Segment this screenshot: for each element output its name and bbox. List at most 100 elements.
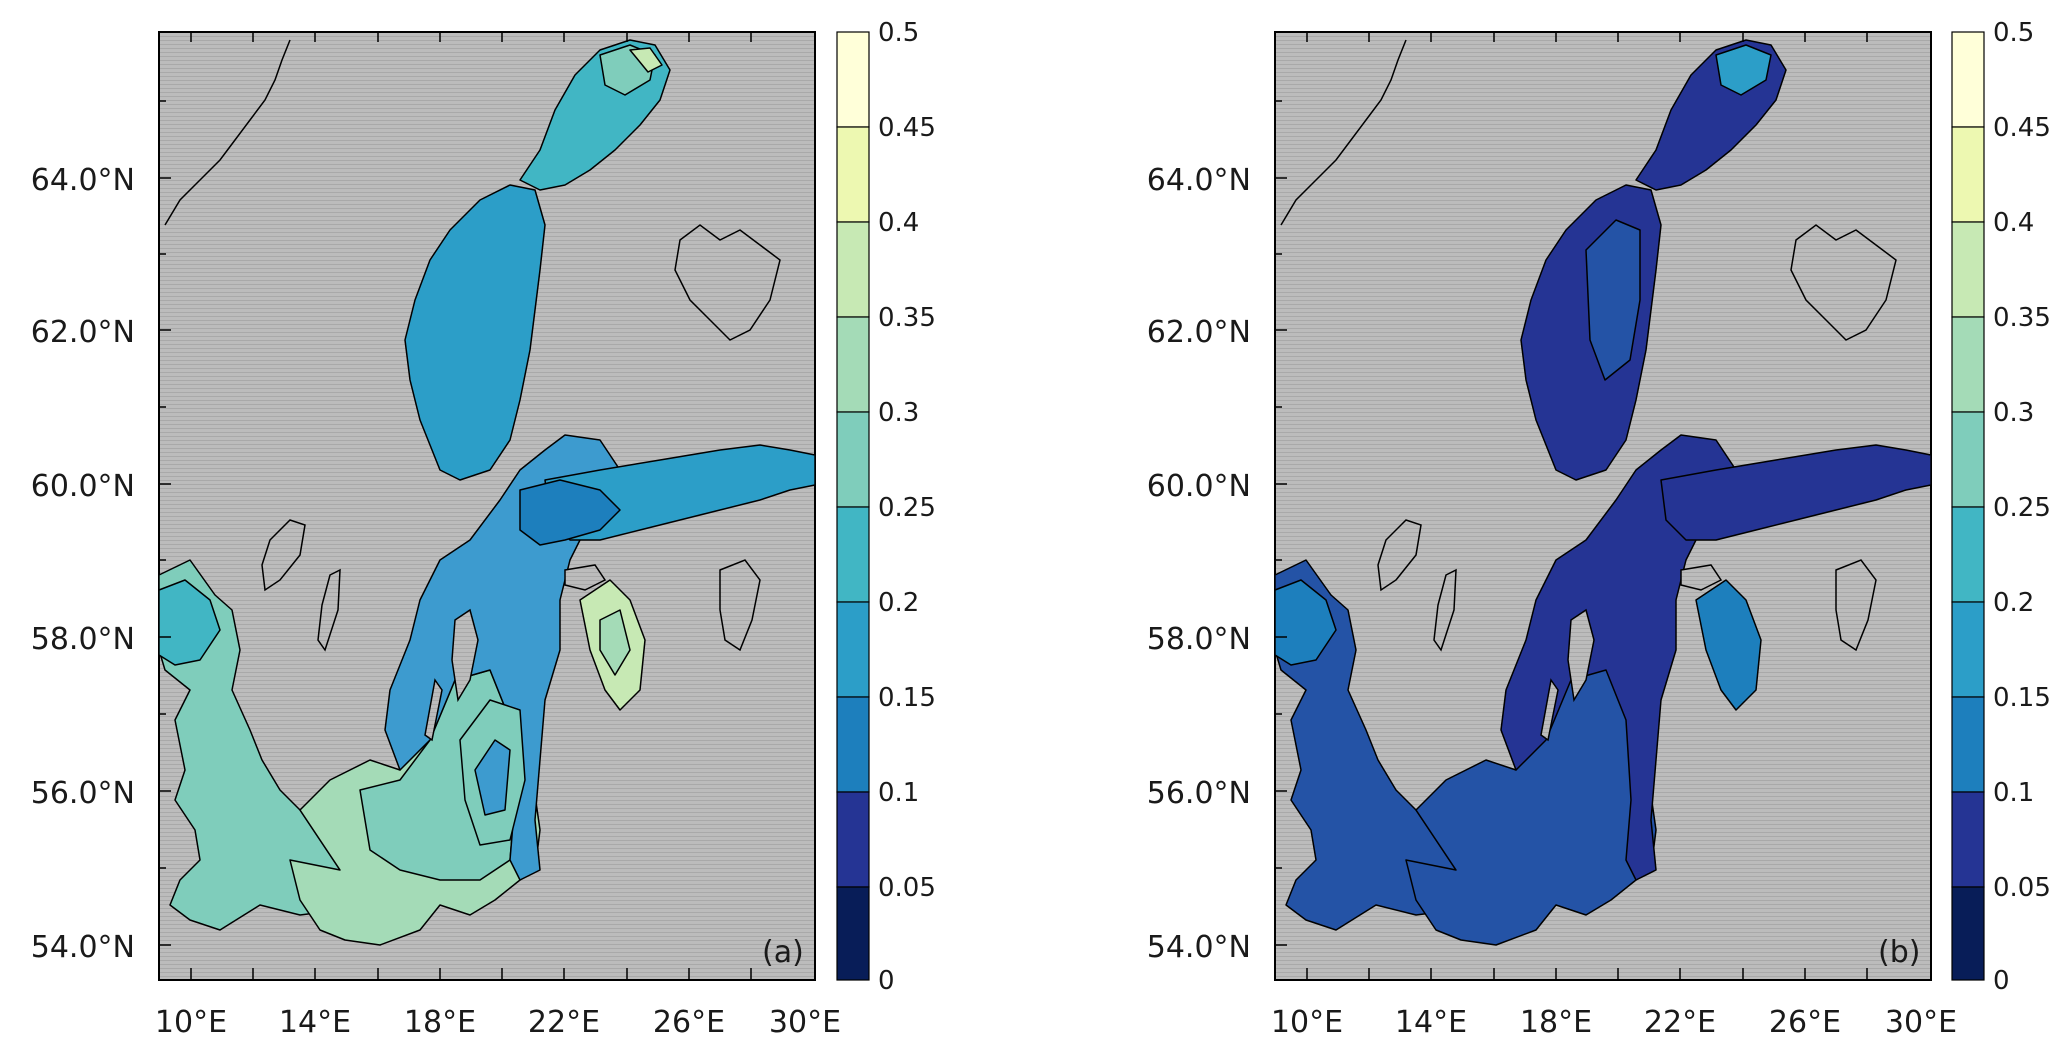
colorbar-b-seg-9	[1951, 886, 1985, 981]
lake-ladoga-b	[1835, 559, 1877, 652]
panel-b: 64.0°N 62.0°N 60.0°N 58.0°N 56.0°N 54.0°…	[1147, 31, 1957, 1040]
bothnian-sea-a	[404, 184, 546, 481]
gotland-island-b	[1567, 608, 1595, 703]
colorbar-b-label-2: 0.4	[1993, 208, 2034, 238]
y-tick-label-b-1: 62.0°N	[1147, 315, 1251, 350]
y-axis-a: 64.0°N 62.0°N 60.0°N 58.0°N 56.0°N 54.0°…	[31, 100, 171, 965]
colorbar-b-seg-2	[1951, 221, 1985, 318]
colorbar-b-segments	[1951, 31, 1985, 981]
colorbar-b-label-7: 0.15	[1993, 683, 2051, 713]
gotland-deep-inner-a	[474, 739, 511, 816]
coastline-details-a	[164, 39, 781, 742]
lake-ladoga-a	[719, 559, 761, 652]
colorbar-a-seg-0	[836, 31, 870, 128]
sea-area-b	[1274, 39, 1932, 946]
x-tick-label-b-0: 10°E	[1271, 1005, 1343, 1040]
gotland-island-a	[451, 608, 479, 703]
saaremaa-island-a	[564, 564, 607, 591]
lake-vanern-a	[261, 519, 306, 592]
norway-coast-b	[1280, 39, 1407, 226]
y-tick-label-b-4: 56.0°N	[1147, 776, 1251, 811]
y-tick-label-b-3: 58.0°N	[1147, 622, 1251, 657]
panel-label-a: (a)	[762, 935, 804, 970]
bothnian-bay-lightest-a	[629, 47, 663, 73]
colorbar-b-label-3: 0.35	[1993, 303, 2051, 333]
colorbar-a-segments	[836, 31, 870, 981]
coastline-details-b	[1280, 39, 1897, 742]
colorbar-b-seg-3	[1951, 316, 1985, 413]
colorbar-a-label-7: 0.15	[878, 683, 936, 713]
kattegat-region-a	[158, 559, 361, 931]
y-tick-label-a-4: 56.0°N	[31, 776, 135, 811]
y-tick-label-b-0: 64.0°N	[1147, 163, 1251, 198]
y-tick-label-a-1: 62.0°N	[31, 315, 135, 350]
colorbar-a-label-5: 0.25	[878, 493, 936, 523]
y-tick-label-a-2: 60.0°N	[31, 469, 135, 504]
panel-a: 64.0°N 62.0°N 60.0°N 58.0°N 56.0°N 54.0°…	[31, 31, 841, 1040]
bothnian-bay-light-b	[1715, 44, 1772, 96]
x-axis-b: 10°E 14°E 18°E 22°E 26°E 30°E	[1271, 32, 1957, 1040]
colorbar-b-seg-7	[1951, 696, 1985, 793]
colorbar-b-seg-1	[1951, 126, 1985, 223]
colorbar-a-seg-4	[836, 411, 870, 508]
oland-island-a	[424, 678, 443, 742]
colorbar-a-label-6: 0.2	[878, 588, 919, 618]
colorbar-a: 0.5 0.45 0.4 0.35 0.3 0.25 0.2 0.15 0.1 …	[836, 18, 936, 996]
bothnian-sea-core-b	[1585, 219, 1641, 381]
gulf-of-riga-inner-a	[599, 609, 631, 676]
kattegat-region-b	[1274, 559, 1477, 931]
colorbar-b-seg-6	[1951, 601, 1985, 698]
oland-island-b	[1540, 678, 1559, 742]
colorbar-a-seg-6	[836, 601, 870, 698]
colorbar-a-label-4: 0.3	[878, 398, 919, 428]
lake-vanern-b	[1377, 519, 1422, 592]
colorbar-a-label-2: 0.4	[878, 208, 919, 238]
x-tick-label-a-4: 26°E	[653, 1005, 725, 1040]
gulf-of-riga-b	[1695, 579, 1762, 711]
sea-area-a	[158, 39, 816, 946]
finland-lakes-b	[1790, 224, 1897, 341]
gulf-of-finland-b	[1660, 444, 1932, 541]
skagerrak-core-a	[158, 579, 221, 666]
colorbar-b-seg-5	[1951, 506, 1985, 603]
panel-label-b: (b)	[1878, 935, 1920, 970]
colorbar-a-label-1: 0.45	[878, 113, 936, 143]
colorbar-b-label-5: 0.25	[1993, 493, 2051, 523]
colorbar-a-seg-9	[836, 886, 870, 981]
x-tick-label-a-3: 22°E	[528, 1005, 600, 1040]
x-tick-label-b-1: 14°E	[1395, 1005, 1467, 1040]
colorbar-a-label-0: 0.5	[878, 18, 919, 48]
finland-lakes-a	[674, 224, 781, 341]
gulf-of-finland-west-a	[519, 479, 621, 546]
lake-vattern-a	[317, 568, 341, 652]
central-baltic-b	[1500, 434, 1737, 881]
colorbar-b-label-1: 0.45	[1993, 113, 2051, 143]
y-tick-label-a-3: 58.0°N	[31, 622, 135, 657]
y-tick-label-b-2: 60.0°N	[1147, 469, 1251, 504]
colorbar-b-seg-8	[1951, 791, 1985, 888]
colorbar-a-label-8: 0.1	[878, 778, 919, 808]
x-tick-label-a-2: 18°E	[404, 1005, 476, 1040]
x-tick-label-a-0: 10°E	[155, 1005, 227, 1040]
colorbar-a-seg-5	[836, 506, 870, 603]
x-tick-label-b-2: 18°E	[1520, 1005, 1592, 1040]
colorbar-a-seg-8	[836, 791, 870, 888]
y-tick-label-a-0: 64.0°N	[31, 163, 135, 198]
y-tick-label-b-5: 54.0°N	[1147, 930, 1251, 965]
skagerrak-core-b	[1274, 579, 1337, 666]
colorbar-a-label-9: 0.05	[878, 873, 936, 903]
colorbar-b-label-8: 0.1	[1993, 778, 2034, 808]
saaremaa-island-b	[1680, 564, 1723, 591]
y-tick-label-a-5: 54.0°N	[31, 930, 135, 965]
colorbar-a-seg-2	[836, 221, 870, 318]
x-axis-a: 10°E 14°E 18°E 22°E 26°E 30°E	[155, 32, 841, 1040]
y-axis-b: 64.0°N 62.0°N 60.0°N 58.0°N 56.0°N 54.0°…	[1147, 100, 1287, 965]
colorbar-a-seg-3	[836, 316, 870, 413]
colorbar-a-label-3: 0.35	[878, 303, 936, 333]
x-tick-label-a-1: 14°E	[279, 1005, 351, 1040]
norway-coast-a	[164, 39, 291, 226]
colorbar-b: 0.5 0.45 0.4 0.35 0.3 0.25 0.2 0.15 0.1 …	[1951, 18, 2051, 996]
colorbar-b-label-0: 0.5	[1993, 18, 2034, 48]
colorbar-b-label-4: 0.3	[1993, 398, 2034, 428]
